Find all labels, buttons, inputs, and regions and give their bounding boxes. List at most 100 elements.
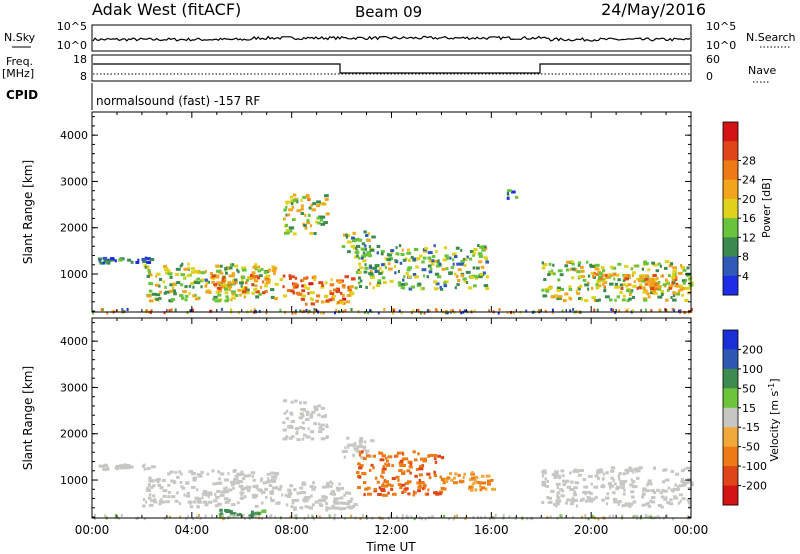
heatmap-cell <box>610 469 615 473</box>
heatmap-cell <box>358 466 363 470</box>
heatmap-cell <box>381 517 384 521</box>
heatmap-cell <box>422 487 425 491</box>
heatmap-cell <box>232 514 235 518</box>
heatmap-cell <box>256 512 261 516</box>
heatmap-cell <box>557 295 563 299</box>
heatmap-cell <box>228 288 231 292</box>
heatmap-cell <box>560 494 565 498</box>
heatmap-cell <box>445 309 448 313</box>
heatmap-cell <box>433 457 437 461</box>
heatmap-cell <box>653 491 657 494</box>
heatmap-cell <box>295 285 299 289</box>
heatmap-cell <box>306 221 311 225</box>
heatmap-cell <box>232 279 235 283</box>
heatmap-cell <box>632 309 634 313</box>
heatmap-cell <box>313 232 317 235</box>
heatmap-cell <box>361 242 366 246</box>
heatmap-cell <box>311 208 316 212</box>
nsky-trace <box>92 35 691 42</box>
heatmap-cell <box>395 454 399 458</box>
heatmap-cell <box>550 269 554 273</box>
nsky-left-tick-top: 10^5 <box>57 20 87 33</box>
heatmap-cell <box>248 474 252 478</box>
heatmap-cell <box>169 289 173 293</box>
heatmap-cell <box>593 485 599 489</box>
heatmap-cell <box>404 481 410 485</box>
heatmap-cell <box>384 462 387 466</box>
heatmap-cell <box>625 284 629 288</box>
heatmap-cell <box>378 272 383 275</box>
heatmap-cell <box>612 308 615 312</box>
heatmap-cell <box>399 463 402 467</box>
heatmap-cell <box>183 276 186 280</box>
heatmap-cell <box>123 463 127 467</box>
heatmap-cell <box>289 515 292 519</box>
heatmap-cell <box>114 259 117 263</box>
heatmap-cell <box>378 451 384 455</box>
heatmap-cell <box>243 495 247 499</box>
heatmap-cell <box>352 246 356 250</box>
heatmap-cell <box>163 265 167 268</box>
heatmap-cell <box>192 478 197 482</box>
heatmap-cell <box>200 285 203 289</box>
heatmap-cell <box>428 309 431 313</box>
heatmap-cell <box>394 264 397 268</box>
heatmap-cell <box>228 274 234 278</box>
heatmap-cell <box>302 498 307 502</box>
heatmap-cell <box>230 483 235 487</box>
heatmap-cell <box>659 491 663 495</box>
heatmap-cell <box>674 472 680 476</box>
heatmap-cell <box>473 248 478 251</box>
heatmap-cell <box>507 193 510 197</box>
heatmap-cell <box>185 481 190 485</box>
heatmap-cell <box>549 515 552 519</box>
heatmap-cell <box>468 487 472 491</box>
heatmap-cell <box>217 470 220 474</box>
heatmap-cell <box>309 494 313 498</box>
power-colorbar-label: Power [dB] <box>760 178 773 238</box>
heatmap-cell <box>219 271 224 275</box>
heatmap-cell <box>638 279 642 283</box>
heatmap-cell <box>300 198 303 202</box>
heatmap-cell <box>153 498 157 502</box>
heatmap-cell <box>310 203 314 207</box>
heatmap-cell <box>293 282 298 286</box>
heatmap-cell <box>240 487 245 491</box>
heatmap-cell <box>162 494 167 498</box>
heatmap-cell <box>269 496 273 500</box>
heatmap-cell <box>351 236 355 240</box>
heatmap-cell <box>258 292 262 296</box>
heatmap-cell <box>419 464 423 468</box>
heatmap-cell <box>632 500 637 504</box>
colorbar-segment <box>723 368 738 389</box>
heatmap-cell <box>368 272 374 276</box>
heatmap-cell <box>143 264 147 268</box>
heatmap-cell <box>406 251 412 255</box>
heatmap-cell <box>565 501 568 505</box>
heatmap-cell <box>650 287 655 291</box>
heatmap-cell <box>268 484 273 487</box>
heatmap-cell <box>331 481 334 485</box>
heatmap-cell <box>306 219 310 222</box>
heatmap-cell <box>384 257 388 261</box>
colorbar-frame <box>722 121 739 296</box>
heatmap-cell <box>483 256 488 260</box>
heatmap-cell <box>457 279 461 282</box>
heatmap-cell <box>237 270 240 274</box>
heatmap-cell <box>587 474 593 478</box>
heatmap-cell <box>433 474 438 477</box>
heatmap-cell <box>93 517 96 521</box>
heatmap-cell <box>317 413 321 417</box>
colorbar-segment <box>723 330 738 350</box>
heatmap-cell <box>354 251 360 254</box>
heatmap-cell <box>619 283 624 287</box>
heatmap-cell <box>589 492 593 496</box>
heatmap-cell <box>427 264 432 268</box>
heatmap-cell <box>231 503 236 507</box>
heatmap-cell <box>192 308 194 312</box>
heatmap-cell <box>366 517 369 521</box>
beam-label: Beam 09 <box>355 3 422 21</box>
heatmap-cell <box>204 270 207 273</box>
heatmap-cell <box>673 487 677 491</box>
heatmap-cell <box>647 295 651 299</box>
